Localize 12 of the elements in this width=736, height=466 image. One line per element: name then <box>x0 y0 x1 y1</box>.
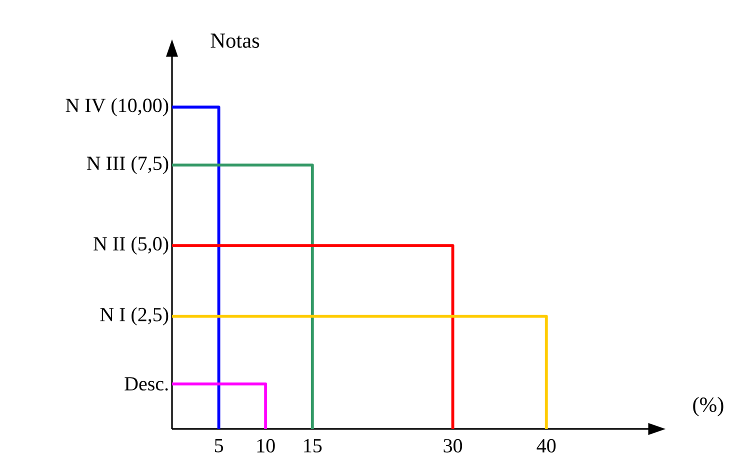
series-label: N I (2,5) <box>100 307 168 326</box>
series-label: N II (5,0) <box>94 236 168 255</box>
x-tick-label: 30 <box>444 439 462 453</box>
x-tick-label: 5 <box>214 439 224 452</box>
x-tick-label: 10 <box>257 439 275 453</box>
series-label: Desc. <box>124 377 168 391</box>
y-axis-title: Notas <box>210 34 260 48</box>
x-axis-title: (%) <box>693 396 724 416</box>
series-label: N IV (10,00) <box>66 98 168 116</box>
series-label: N III (7,5) <box>86 156 168 174</box>
x-tick-label: 40 <box>536 439 556 453</box>
x-tick-label: 15 <box>304 439 322 452</box>
